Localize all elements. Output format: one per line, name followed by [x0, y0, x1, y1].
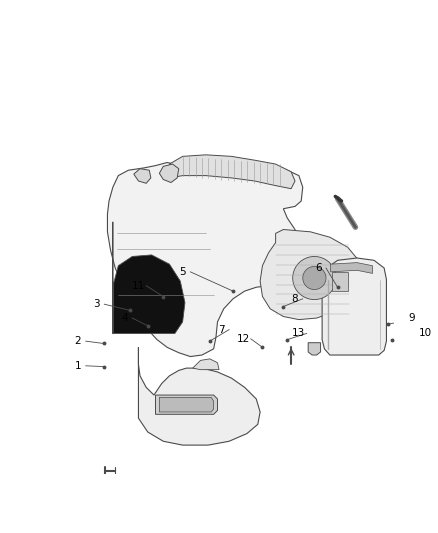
Text: 11: 11 [132, 281, 145, 290]
Text: 6: 6 [315, 263, 321, 273]
Polygon shape [322, 258, 386, 355]
Text: 2: 2 [75, 336, 81, 346]
Text: 8: 8 [292, 294, 298, 304]
Polygon shape [170, 155, 295, 189]
Polygon shape [155, 395, 218, 414]
Text: 10: 10 [419, 328, 432, 338]
Polygon shape [260, 230, 361, 320]
Text: 12: 12 [237, 334, 250, 344]
Polygon shape [193, 359, 219, 370]
Polygon shape [303, 266, 326, 289]
Polygon shape [159, 398, 214, 412]
Polygon shape [293, 256, 336, 300]
Polygon shape [138, 348, 260, 445]
Text: 13: 13 [292, 328, 305, 338]
Polygon shape [134, 168, 151, 183]
Polygon shape [107, 163, 303, 357]
Polygon shape [159, 164, 179, 182]
Polygon shape [331, 263, 372, 273]
Text: 7: 7 [218, 325, 225, 335]
Text: 5: 5 [179, 267, 186, 277]
Polygon shape [332, 272, 348, 291]
Text: 3: 3 [93, 299, 100, 309]
Polygon shape [308, 343, 321, 355]
Text: 4: 4 [121, 313, 128, 323]
Polygon shape [113, 222, 185, 334]
Text: 9: 9 [408, 313, 414, 323]
Text: 1: 1 [75, 361, 81, 371]
